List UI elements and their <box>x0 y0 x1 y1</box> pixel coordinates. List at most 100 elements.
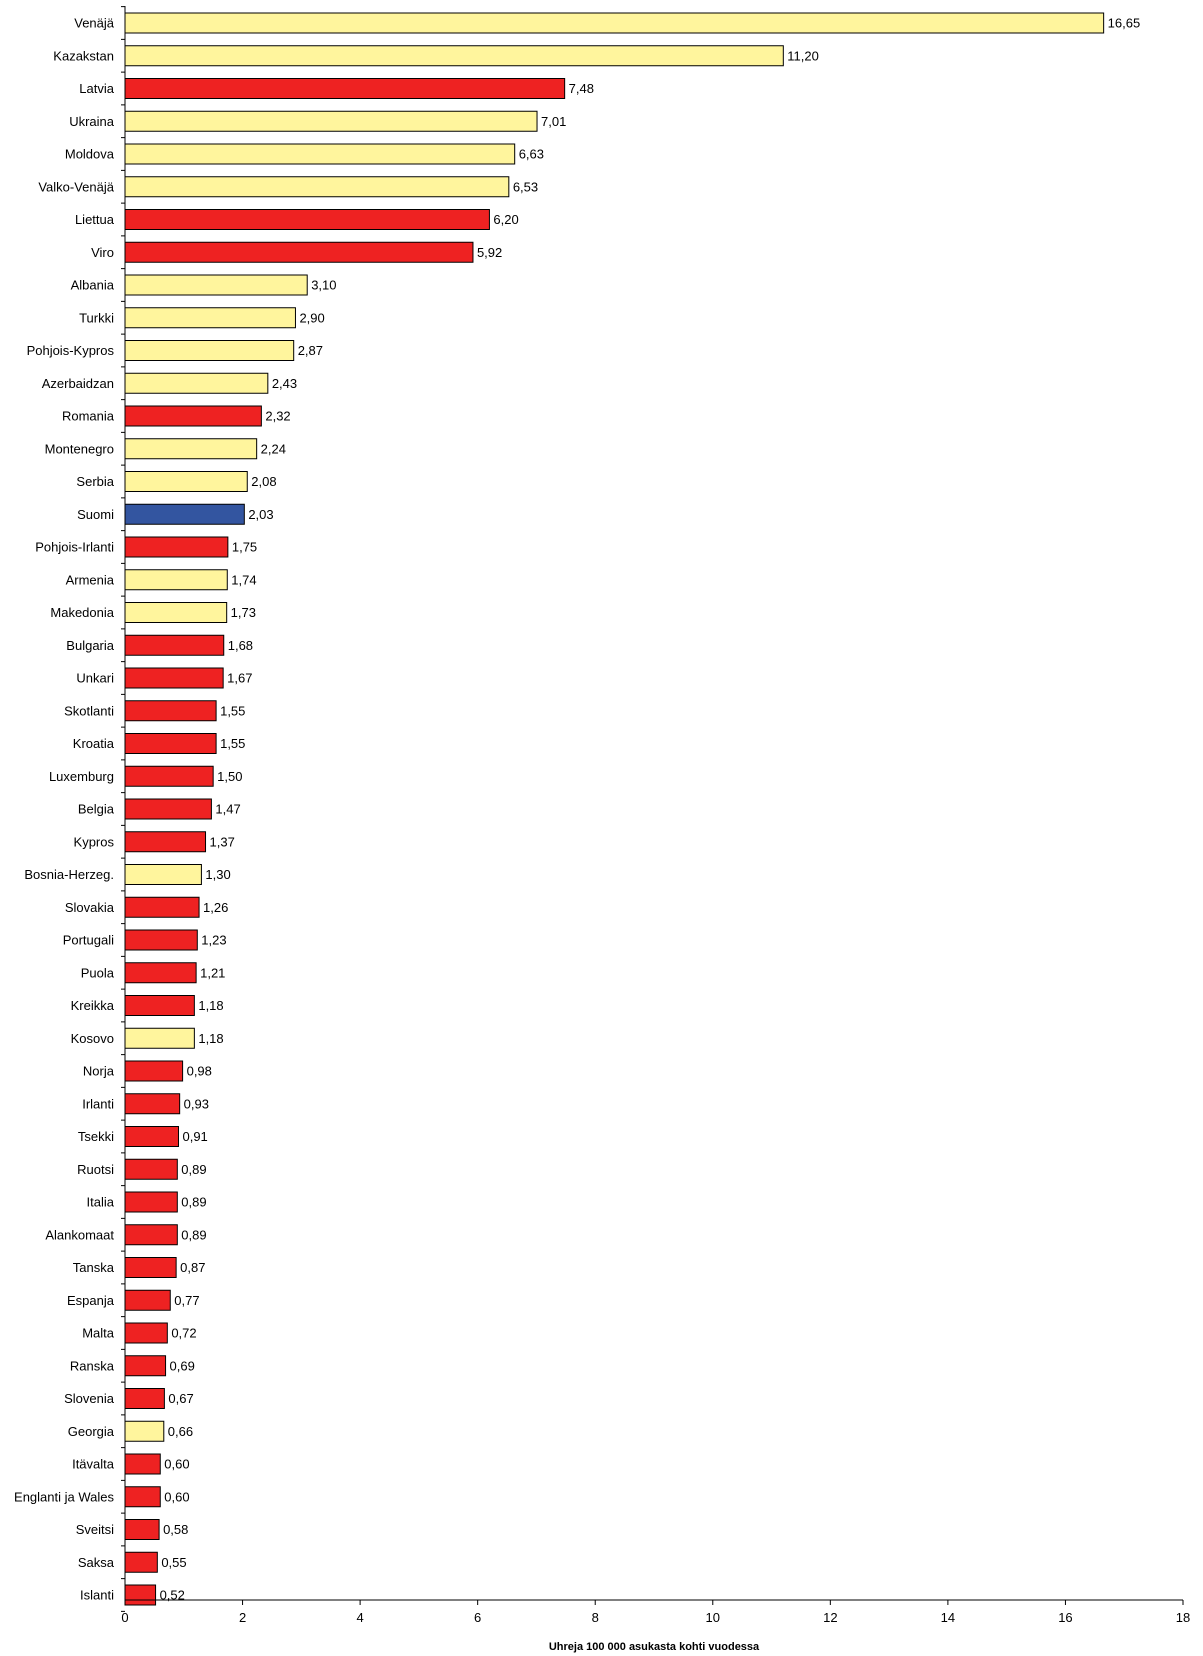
category-label: Portugali <box>63 933 114 948</box>
category-label: Venäjä <box>74 16 115 31</box>
value-label: 0,93 <box>184 1096 209 1111</box>
x-axis-title: Uhreja 100 000 asukasta kohti vuodessa <box>549 1641 760 1653</box>
value-label: 1,67 <box>227 671 252 686</box>
value-label: 2,90 <box>299 310 324 325</box>
value-label: 1,47 <box>215 802 240 817</box>
bar <box>124 1289 171 1311</box>
value-label: 0,60 <box>164 1457 189 1472</box>
bar <box>124 372 269 394</box>
x-tick-label: 4 <box>356 1610 363 1625</box>
value-label: 2,43 <box>272 376 297 391</box>
x-axis <box>124 6 1183 1601</box>
category-label: Slovakia <box>65 900 115 915</box>
bar <box>124 1519 160 1540</box>
value-label: 16,65 <box>1108 16 1141 31</box>
bar <box>124 929 198 951</box>
category-label: Islanti <box>80 1588 114 1603</box>
value-label: 0,55 <box>161 1555 186 1570</box>
category-label: Alankomaat <box>45 1227 114 1242</box>
bar <box>124 995 195 1016</box>
bar <box>124 536 229 558</box>
value-label: 3,10 <box>311 278 336 293</box>
bar <box>124 110 538 132</box>
category-label: Makedonia <box>50 605 114 620</box>
category-label: Pohjois-Irlanti <box>35 540 114 555</box>
value-label: 1,23 <box>201 933 226 948</box>
category-label: Belgia <box>78 802 115 817</box>
bar <box>124 798 212 820</box>
bar <box>124 307 296 329</box>
bar <box>124 1158 178 1180</box>
category-label: Kosovo <box>71 1031 114 1046</box>
category-label: Itävalta <box>72 1457 115 1472</box>
x-tick-label: 10 <box>706 1610 720 1625</box>
value-label: 0,98 <box>187 1064 212 1079</box>
category-label: Azerbaidzan <box>42 376 114 391</box>
category-label: Slovenia <box>64 1391 115 1406</box>
value-label: 1,21 <box>200 965 225 980</box>
value-label: 0,89 <box>181 1162 206 1177</box>
value-label: 1,55 <box>220 703 245 718</box>
bar <box>124 864 202 885</box>
bar <box>124 438 258 460</box>
bar <box>124 405 262 427</box>
value-label: 0,77 <box>174 1293 199 1308</box>
bar <box>124 1551 158 1573</box>
value-label: 7,48 <box>569 81 594 96</box>
bar <box>124 1486 161 1508</box>
bar <box>124 1027 195 1049</box>
value-label: 0,87 <box>180 1260 205 1275</box>
value-label: 2,24 <box>261 441 286 456</box>
x-tick-label: 12 <box>823 1610 837 1625</box>
category-label: Kreikka <box>71 998 115 1013</box>
bar <box>124 1420 165 1442</box>
value-label: 1,18 <box>198 998 223 1013</box>
bar <box>124 209 490 230</box>
value-label: 0,67 <box>168 1391 193 1406</box>
bar <box>124 602 228 623</box>
category-labels: Venäjä Kazakstan Latvia Ukraina Moldova Valko… <box>14 16 115 1603</box>
bar <box>124 765 214 787</box>
category-label: Serbia <box>76 474 114 489</box>
bar <box>124 471 248 492</box>
category-label: Norja <box>83 1064 115 1079</box>
value-label: 6,20 <box>493 212 518 227</box>
category-label: Latvia <box>79 81 114 96</box>
bar <box>124 700 217 722</box>
category-label: Bosnia-Herzeg. <box>24 867 114 882</box>
value-label: 2,32 <box>265 409 290 424</box>
value-labels: 16,65 11,20 7,48 7,01 6,63 6,53 6,20 5,92 3,10 2,… <box>160 16 1141 1603</box>
x-tick-label: 18 <box>1176 1610 1190 1625</box>
category-label: Moldova <box>65 147 115 162</box>
bar <box>124 1322 168 1344</box>
category-label: Kazakstan <box>53 48 114 63</box>
value-label: 1,74 <box>231 572 256 587</box>
value-label: 2,87 <box>298 343 323 358</box>
category-label: Turkki <box>79 310 114 325</box>
category-label: Espanja <box>67 1293 115 1308</box>
value-label: 0,89 <box>181 1195 206 1210</box>
category-label: Montenegro <box>45 441 114 456</box>
category-label: Kypros <box>74 834 115 849</box>
category-label: Ruotsi <box>77 1162 114 1177</box>
x-tick-label: 16 <box>1058 1610 1072 1625</box>
category-label: Sveitsi <box>76 1522 114 1537</box>
value-label: 2,08 <box>251 474 276 489</box>
value-label: 0,60 <box>164 1489 189 1504</box>
x-tick-label: 2 <box>239 1610 246 1625</box>
value-label: 5,92 <box>477 245 502 260</box>
bar <box>124 831 207 853</box>
value-label: 0,72 <box>171 1326 196 1341</box>
x-tick-label: 8 <box>592 1610 599 1625</box>
bar <box>124 45 784 67</box>
category-label: Skotlanti <box>64 703 114 718</box>
bar <box>124 176 510 198</box>
value-label: 1,68 <box>228 638 253 653</box>
category-label: Saksa <box>78 1555 115 1570</box>
category-label: Tanska <box>73 1260 115 1275</box>
value-label: 0,58 <box>163 1522 188 1537</box>
value-label: 1,37 <box>210 834 235 849</box>
bar <box>124 1257 177 1278</box>
bar <box>124 962 197 984</box>
